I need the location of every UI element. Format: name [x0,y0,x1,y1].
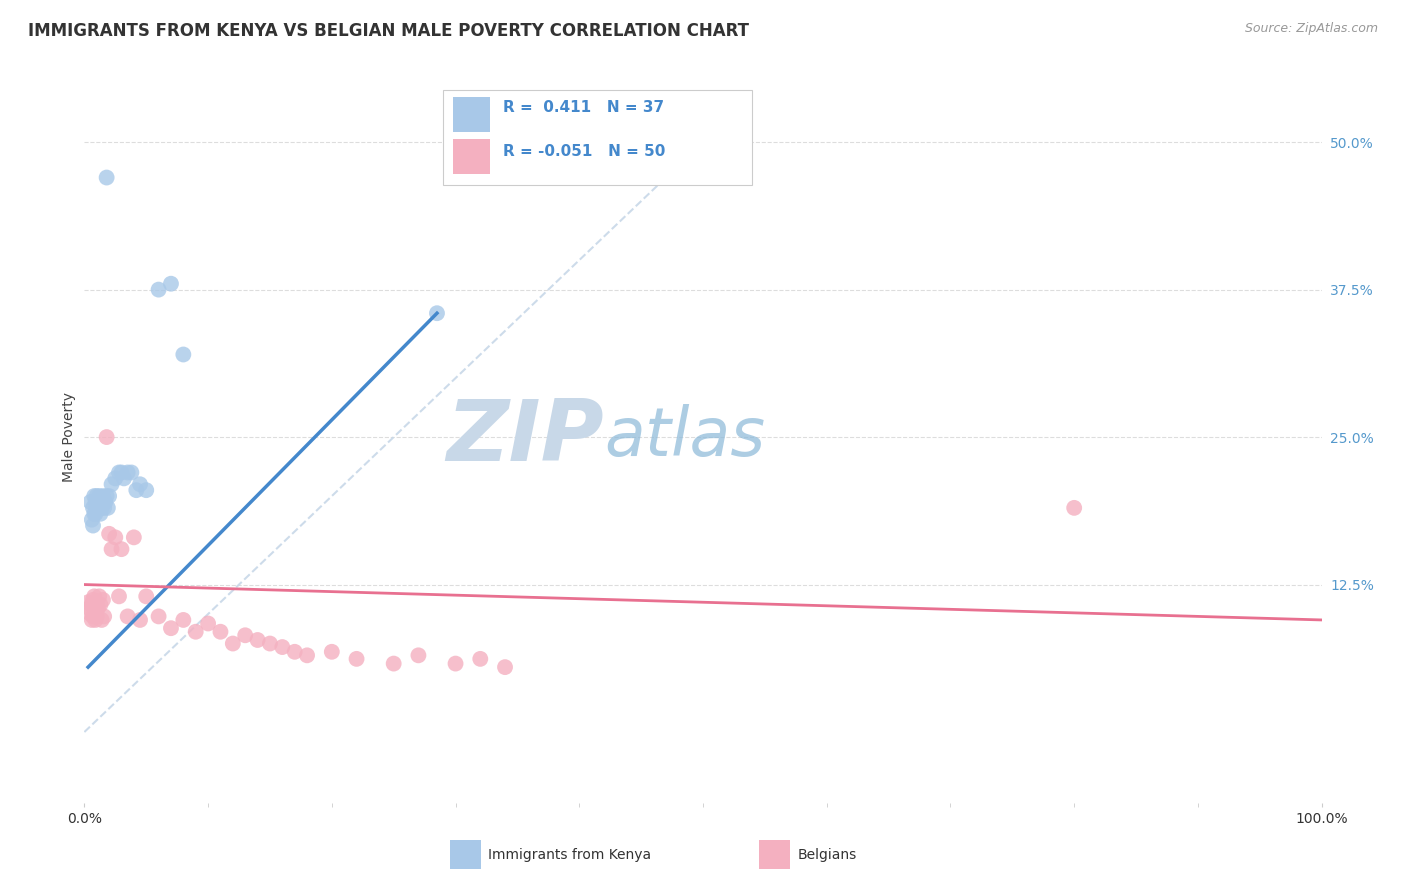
Point [89,507,111,521]
Y-axis label: Male Poverty: Male Poverty [62,392,76,482]
Text: atlas: atlas [605,404,765,470]
Point [246,632,269,647]
Point [148,609,170,624]
Point [271,640,294,654]
Point [209,624,232,639]
Point [84,605,107,619]
Point [86,598,108,612]
Point [408,648,430,663]
FancyBboxPatch shape [453,97,491,132]
Point [112,471,135,485]
Point [84,613,107,627]
Point [87,495,110,509]
Point [90,613,112,627]
Point [82,593,104,607]
Text: Source: ZipAtlas.com: Source: ZipAtlas.com [1244,22,1378,36]
Point [80,598,103,612]
Point [122,530,145,544]
Point [98,526,121,541]
Point [125,483,148,498]
Point [222,636,245,650]
Point [120,466,142,480]
Point [321,645,343,659]
Point [86,500,108,515]
Point [233,628,256,642]
Point [91,593,114,607]
Point [83,507,105,521]
Point [110,466,132,480]
Point [160,277,183,291]
Point [129,613,152,627]
Point [129,477,152,491]
Point [172,613,194,627]
Point [197,616,219,631]
Point [470,652,492,666]
Point [110,542,132,557]
Point [83,590,105,604]
Point [160,621,183,635]
Point [284,645,307,659]
Point [80,613,103,627]
Point [426,306,449,320]
Point [259,636,281,650]
Point [89,489,111,503]
Text: ZIP: ZIP [446,395,605,479]
Text: Immigrants from Kenya: Immigrants from Kenya [488,847,651,862]
Point [98,489,121,503]
Point [83,601,105,615]
Point [89,495,111,509]
Point [104,471,127,485]
Point [82,518,104,533]
Point [90,500,112,515]
Point [135,483,157,498]
Point [91,495,114,509]
Point [79,601,101,615]
Point [84,495,107,509]
Text: R = -0.051   N = 50: R = -0.051 N = 50 [502,145,665,160]
Point [100,542,122,557]
Point [184,624,207,639]
Point [84,507,107,521]
Point [444,657,467,671]
Point [96,170,118,185]
Point [346,652,368,666]
Point [86,609,108,624]
Point [117,466,139,480]
Point [104,530,127,544]
Point [96,489,118,503]
Point [94,495,117,509]
Point [295,648,318,663]
Point [93,500,115,515]
FancyBboxPatch shape [443,90,752,185]
Point [117,609,139,624]
Point [494,660,516,674]
Point [83,489,105,503]
Point [77,595,100,609]
Point [79,607,101,621]
Text: IMMIGRANTS FROM KENYA VS BELGIAN MALE POVERTY CORRELATION CHART: IMMIGRANTS FROM KENYA VS BELGIAN MALE PO… [28,22,749,40]
Point [108,590,131,604]
Text: R =  0.411   N = 37: R = 0.411 N = 37 [502,101,664,115]
Point [382,657,405,671]
Point [97,500,120,515]
Point [148,283,170,297]
Point [91,489,114,503]
Point [100,477,122,491]
Point [79,495,101,509]
Point [135,590,157,604]
Point [82,609,104,624]
FancyBboxPatch shape [453,138,491,174]
Point [89,590,111,604]
Point [96,430,118,444]
Point [80,513,103,527]
Point [86,489,108,503]
Point [172,347,194,361]
Point [1063,500,1085,515]
Point [89,598,111,612]
Point [108,466,131,480]
Point [82,500,104,515]
Point [93,609,115,624]
Point [87,601,110,615]
Text: Belgians: Belgians [797,847,856,862]
